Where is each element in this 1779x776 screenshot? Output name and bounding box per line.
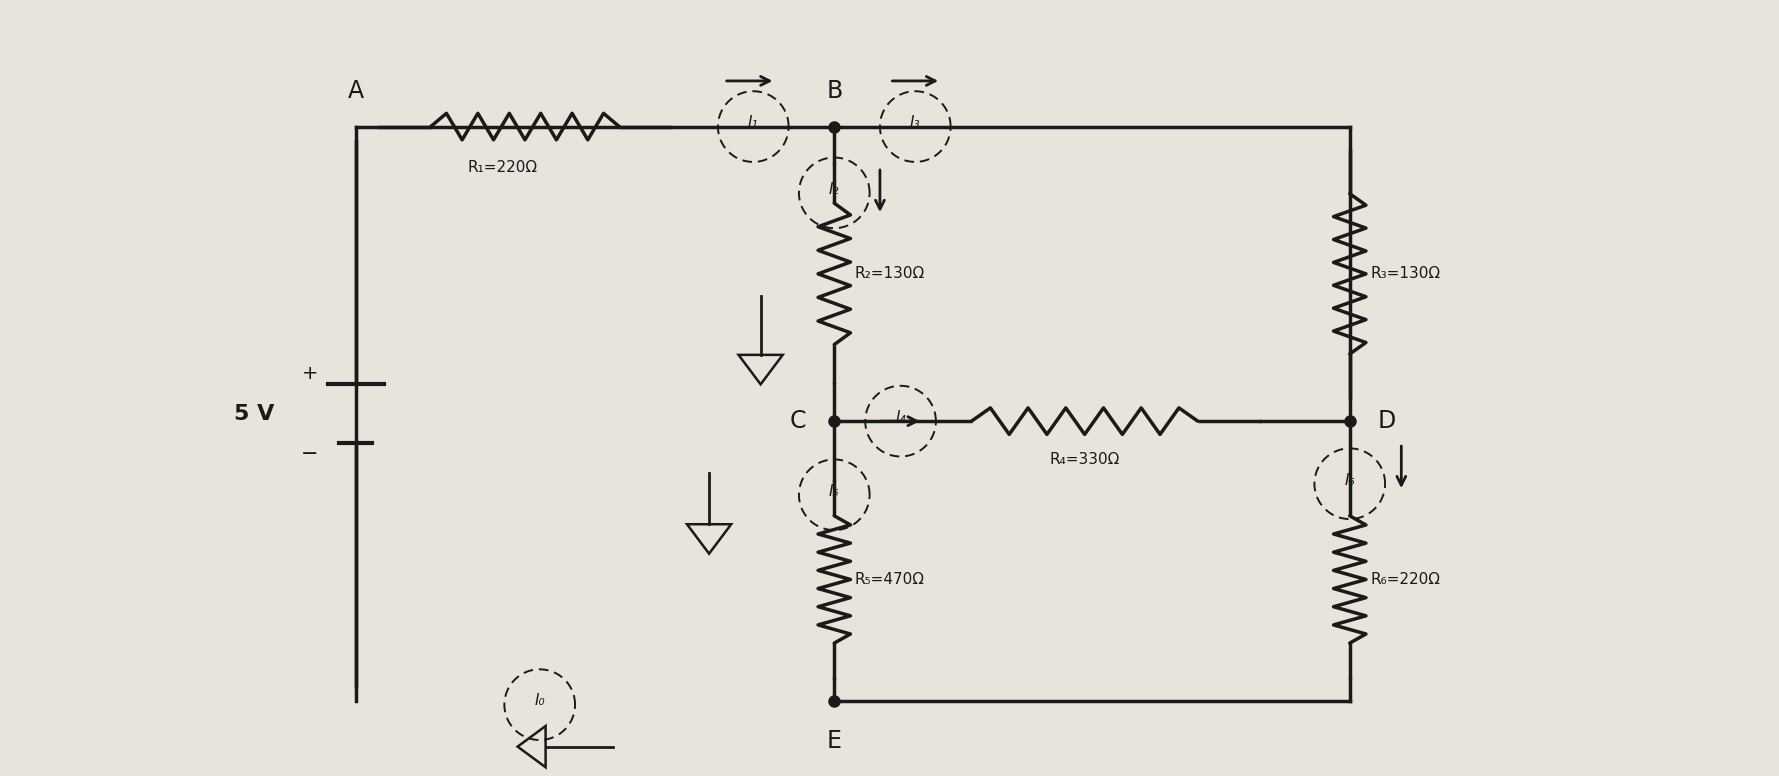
Text: I₄: I₄	[895, 410, 906, 425]
Text: D: D	[1377, 409, 1397, 433]
Text: R₂=130Ω: R₂=130Ω	[856, 266, 925, 282]
Text: B: B	[825, 79, 843, 103]
Text: I₃: I₃	[911, 116, 920, 130]
Text: −: −	[301, 445, 318, 464]
Text: I₀: I₀	[534, 694, 544, 708]
Text: I₂: I₂	[829, 182, 840, 196]
Text: R₄=330Ω: R₄=330Ω	[1050, 452, 1119, 467]
Text: R₅=470Ω: R₅=470Ω	[856, 572, 925, 587]
Text: +: +	[302, 364, 318, 383]
Text: I₅: I₅	[829, 483, 840, 499]
Text: 5 V: 5 V	[235, 404, 274, 424]
Text: R₃=130Ω: R₃=130Ω	[1370, 266, 1441, 282]
Text: R₁=220Ω: R₁=220Ω	[468, 160, 537, 175]
Text: C: C	[790, 409, 806, 433]
Text: I₁: I₁	[747, 116, 758, 130]
Text: A: A	[347, 79, 363, 103]
Text: I₆: I₆	[1345, 473, 1356, 487]
Text: R₆=220Ω: R₆=220Ω	[1370, 572, 1441, 587]
Text: E: E	[827, 729, 841, 753]
